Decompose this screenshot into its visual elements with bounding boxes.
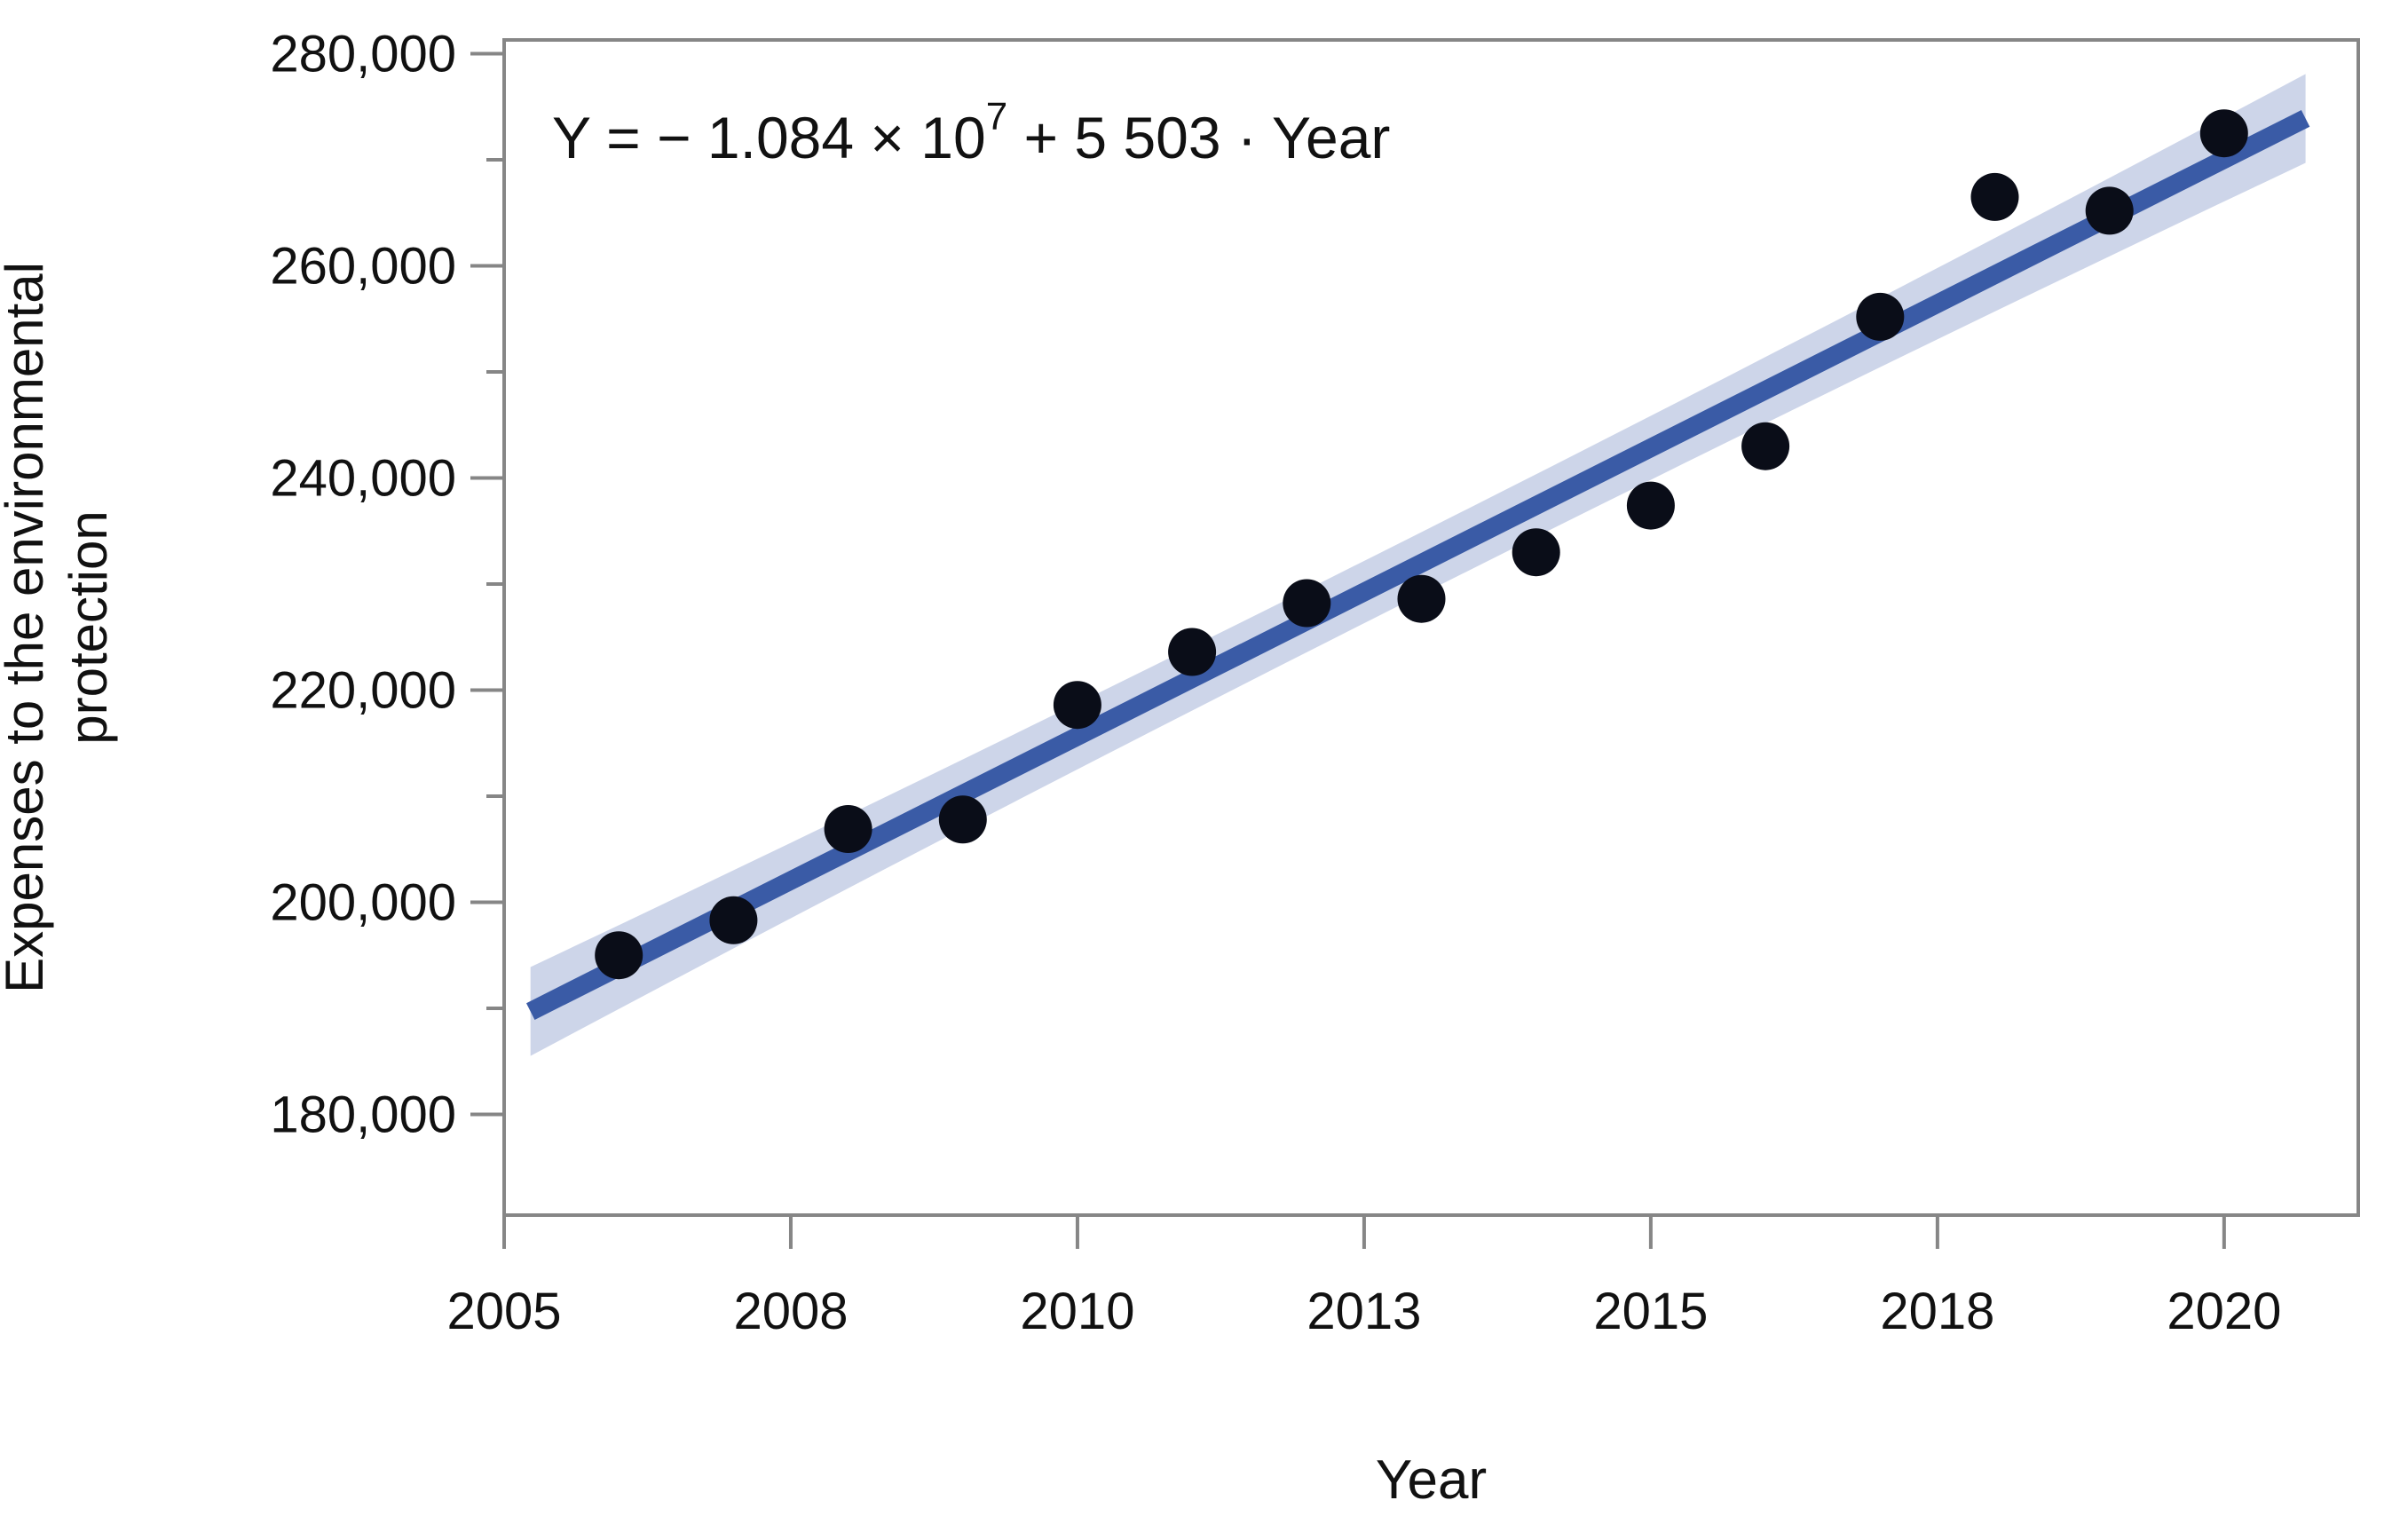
x-tick-label: 2008 — [733, 1283, 848, 1340]
y-axis-title-text: Expenses to the environmentalprotection — [0, 262, 118, 993]
data-point — [824, 805, 872, 853]
y-tick-label: 280,000 — [270, 26, 456, 83]
plot-frame — [502, 38, 2360, 1217]
x-tick-label: 2018 — [1880, 1283, 1994, 1340]
data-point — [1397, 574, 1446, 623]
tick-label-layer: 2005 2008 2010 2013 2015 2018 2020 280,000 260,0… — [270, 26, 2281, 1340]
y-tick-label: 220,000 — [270, 662, 456, 720]
regression-line — [525, 110, 2310, 1020]
data-point — [938, 795, 987, 844]
data-point — [1168, 628, 1217, 676]
tick-layer — [470, 51, 2226, 1249]
data-point — [595, 931, 643, 980]
data-point — [1970, 172, 2019, 221]
data-point — [1626, 481, 1675, 530]
y-tick-label: 200,000 — [270, 873, 456, 931]
data-point — [709, 896, 758, 944]
equation-label: Y = − 1.084 × 107 + 5 503 · Year — [552, 95, 1390, 170]
y-tick-label: 240,000 — [270, 450, 456, 508]
x-tick-label: 2015 — [1593, 1283, 1708, 1340]
y-tick-label: 260,000 — [270, 238, 456, 296]
data-point — [1283, 579, 1331, 628]
y-tick-label: 180,000 — [270, 1086, 456, 1143]
axis-title-layer: Year Expenses to the environmentalprotect… — [0, 262, 1487, 1511]
equation-text: Y = − 1.084 × 107 + 5 503 · Year — [552, 95, 1390, 170]
x-tick-label: 2013 — [1307, 1283, 1421, 1340]
data-points-layer — [595, 109, 2248, 980]
data-point — [1053, 681, 1101, 730]
plot-frame-layer — [502, 38, 2360, 1217]
data-point — [1856, 292, 1905, 341]
x-tick-label: 2010 — [1020, 1283, 1134, 1340]
data-point — [2085, 186, 2134, 235]
x-tick-label: 2020 — [2167, 1283, 2281, 1340]
x-axis-title: Year — [1376, 1449, 1487, 1511]
regression-line-layer — [525, 110, 2310, 1020]
data-point — [1741, 422, 1790, 470]
data-point — [1512, 528, 1560, 577]
y-axis-title: Expenses to the environmentalprotection — [0, 262, 118, 993]
data-point — [2199, 109, 2248, 158]
x-tick-label: 2005 — [446, 1283, 561, 1340]
